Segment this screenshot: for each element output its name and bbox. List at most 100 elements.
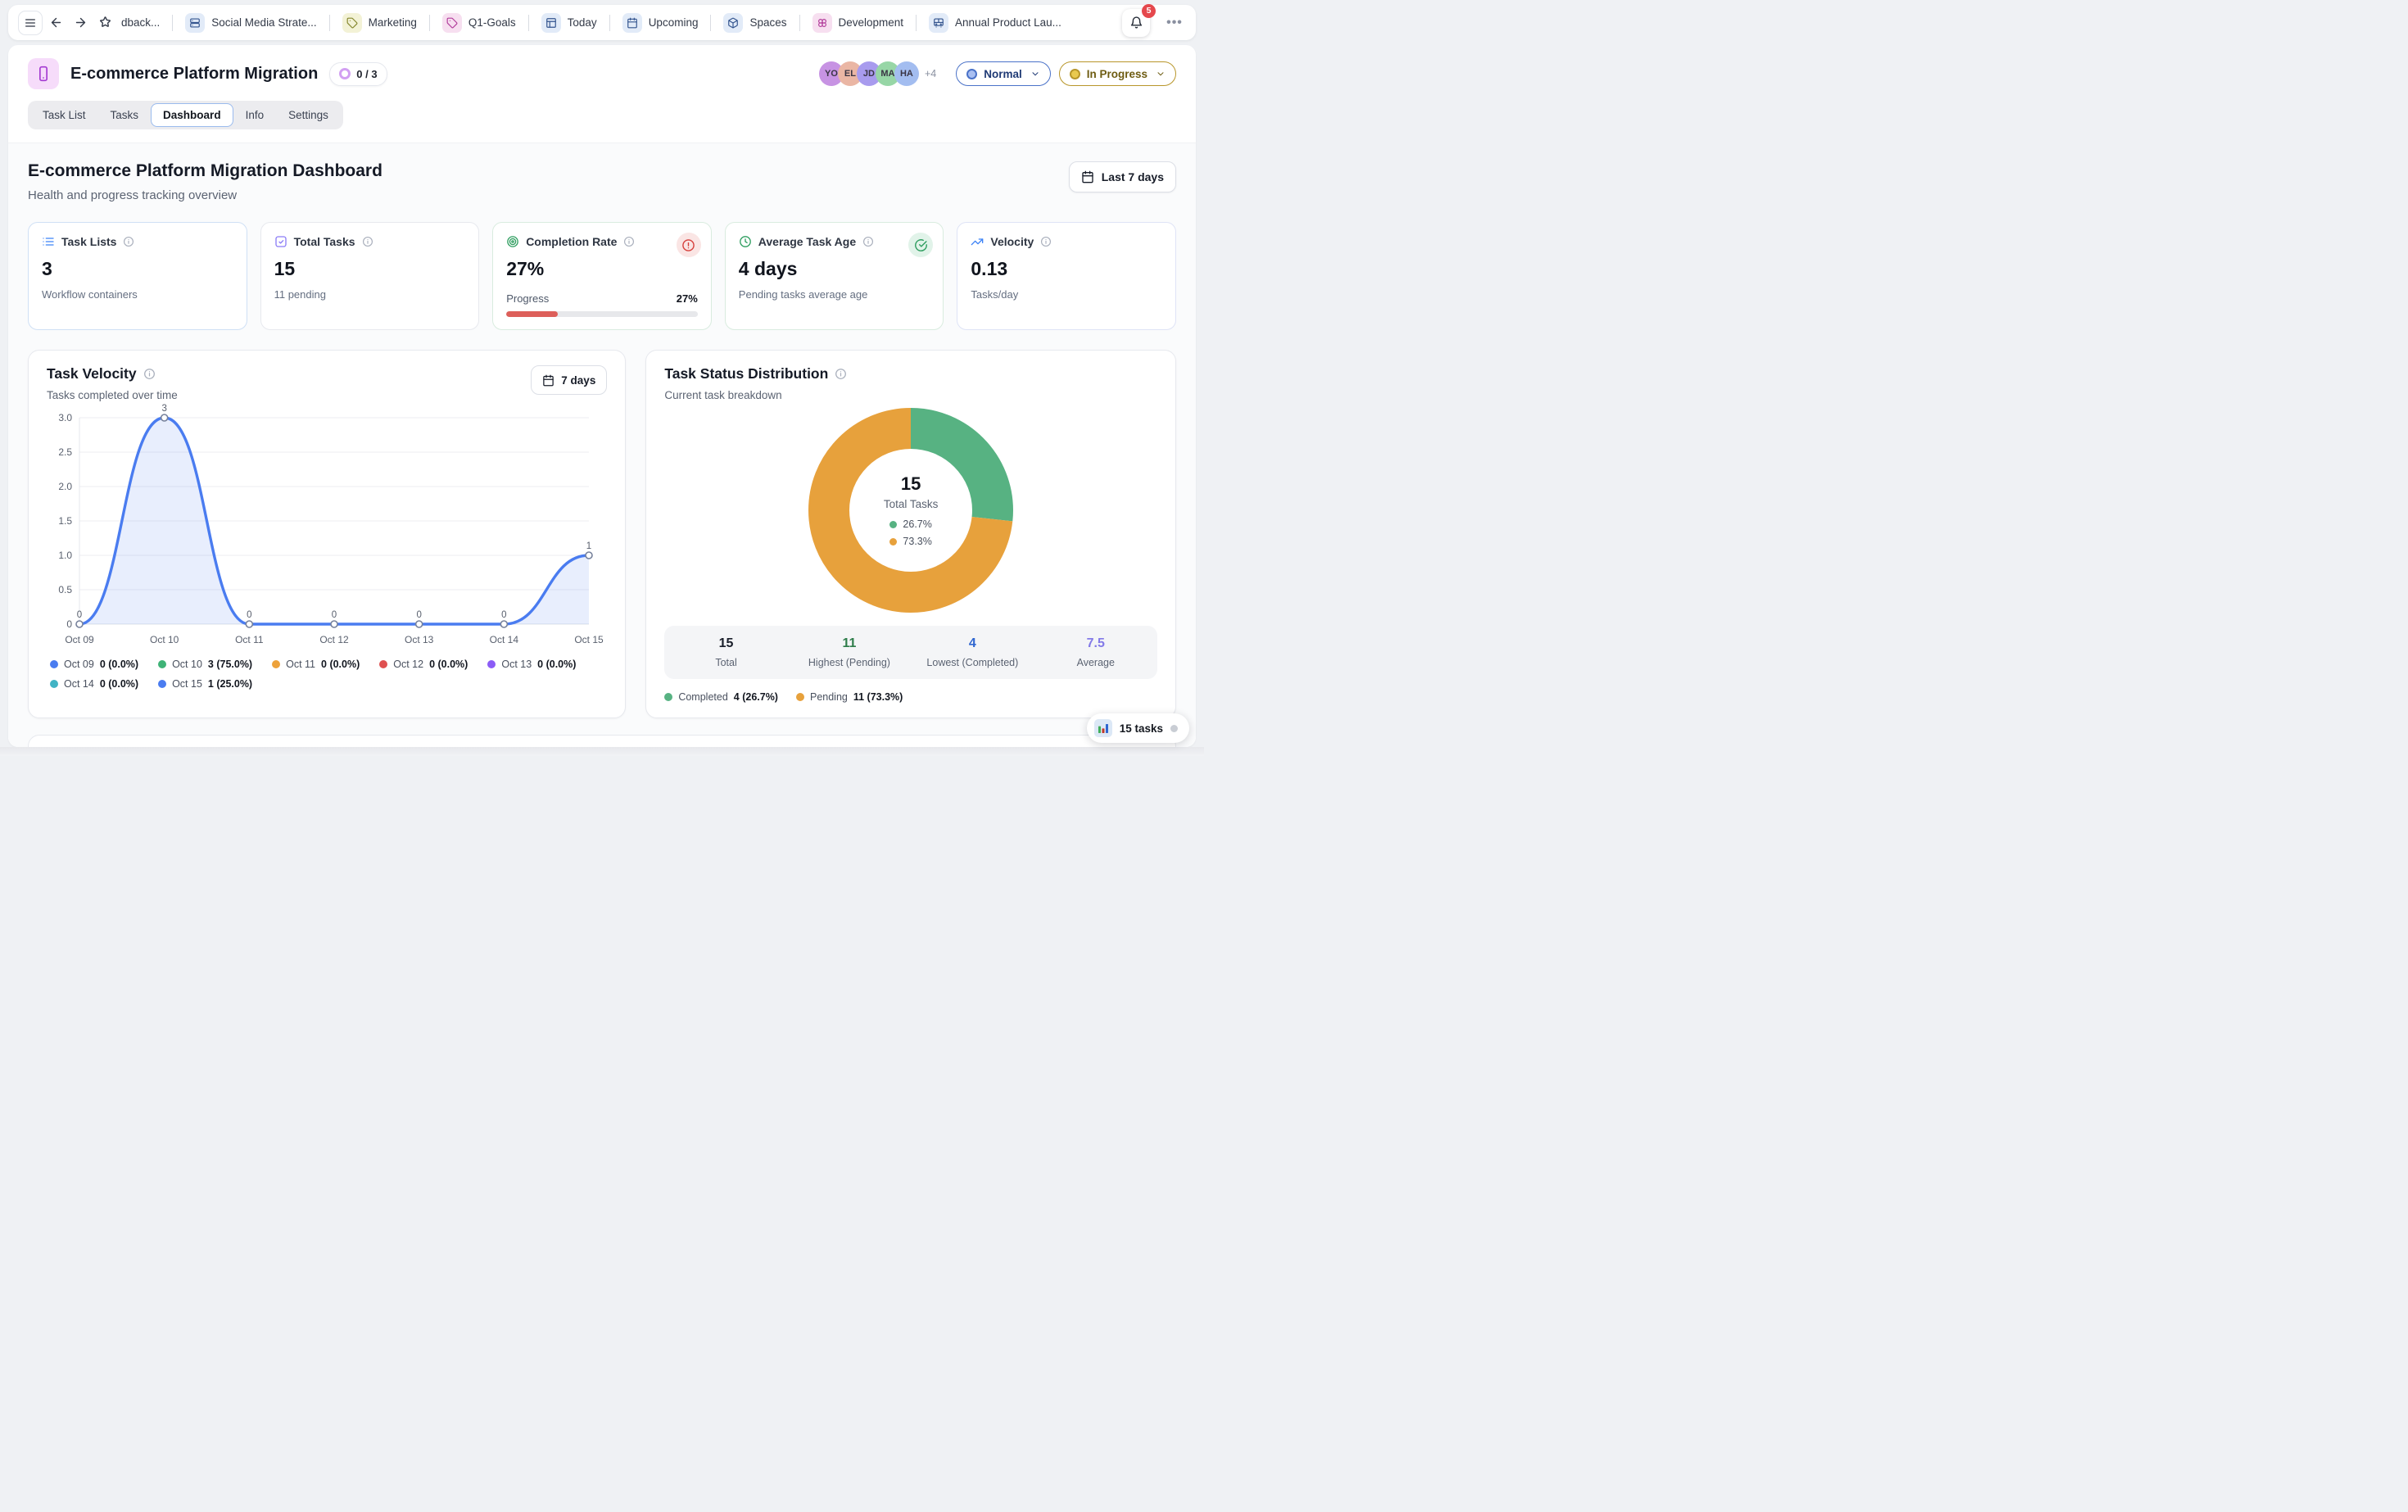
tab-label: Development [838, 16, 904, 29]
tab-label: Upcoming [648, 16, 699, 29]
donut-svg [808, 408, 1014, 613]
distribution-stats-strip: 15 Total 11 Highest (Pending) 4 Lowest (… [664, 626, 1157, 679]
tab-label: dback... [121, 16, 161, 29]
tag-icon [342, 12, 362, 33]
progress-ring-icon [339, 68, 351, 79]
tab-annual-product-launch[interactable]: Annual Product Lau... [926, 12, 1065, 33]
legend-dot-icon [158, 660, 167, 668]
tab-development[interactable]: Development [809, 12, 908, 33]
svg-text:Oct 09: Oct 09 [65, 634, 94, 645]
dist-stat-lowest: 4 Lowest (Completed) [926, 636, 1019, 668]
more-options-button[interactable]: ••• [1163, 11, 1186, 34]
calendar-icon [1081, 170, 1094, 183]
svg-text:Oct 14: Oct 14 [490, 634, 519, 645]
status-dropdown[interactable]: In Progress [1058, 61, 1176, 86]
tab-today[interactable]: Today [538, 12, 600, 33]
target-icon [506, 235, 519, 248]
priority-label: Normal [984, 67, 1022, 80]
menu-button[interactable] [18, 10, 43, 35]
back-button[interactable] [44, 11, 67, 34]
info-icon[interactable] [835, 368, 847, 380]
dashboard-title: E-commerce Platform Migration Dashboard [28, 161, 382, 180]
svg-text:Oct 11: Oct 11 [235, 634, 264, 645]
legend-dot-icon [795, 693, 804, 701]
arrow-right-icon [74, 16, 88, 29]
tab-tasks[interactable]: Tasks [110, 109, 139, 121]
tab-truncated[interactable]: dback... [118, 16, 163, 29]
svg-text:Oct 10: Oct 10 [150, 634, 179, 645]
task-status-distribution-card: Task Status Distribution Current task br… [645, 350, 1176, 718]
info-icon[interactable] [1040, 236, 1052, 247]
stat-subtitle: Tasks/day [971, 288, 1019, 301]
tab-upcoming[interactable]: Upcoming [619, 12, 702, 33]
avatar[interactable]: HA [894, 61, 919, 86]
hamburger-icon [24, 16, 37, 29]
bar-chart-icon [1093, 719, 1112, 737]
bus-icon [929, 12, 949, 33]
legend-item: Oct 14 0 (0.0%) [50, 678, 138, 690]
clock-icon [739, 235, 752, 248]
avatar-overflow-count[interactable]: +4 [924, 68, 937, 79]
page-title: E-commerce Platform Migration [70, 64, 319, 83]
tab-marketing[interactable]: Marketing [339, 12, 420, 33]
box-icon [723, 12, 744, 33]
notifications-button[interactable]: 5 [1122, 3, 1156, 37]
stat-value: 15 [274, 258, 296, 279]
checkbox-icon [274, 235, 287, 248]
chart-title: Task Status Distribution [664, 365, 829, 382]
forward-button[interactable] [69, 11, 92, 34]
date-range-button[interactable]: Last 7 days [1068, 161, 1176, 192]
tasks-counter-pill[interactable]: 15 tasks [1086, 713, 1189, 743]
tab-info[interactable]: Info [245, 109, 265, 121]
svg-text:0: 0 [247, 610, 251, 620]
trending-up-icon [971, 235, 984, 248]
dashboard-section: E-commerce Platform Migration Dashboard … [8, 143, 1196, 747]
separator [710, 14, 712, 31]
chart-range-button[interactable]: 7 days [531, 365, 608, 395]
progress-pill[interactable]: 0 / 3 [329, 61, 387, 86]
tab-spaces[interactable]: Spaces [720, 12, 790, 33]
info-icon[interactable] [623, 236, 635, 247]
project-icon [28, 58, 59, 89]
notification-badge: 5 [1142, 3, 1156, 18]
tab-task-list[interactable]: Task List [43, 109, 86, 121]
velocity-line-chart: 0 0.5 1.0 1.5 2.0 2.5 3.0 Oct 09 Oct 10 Oct 11 Oct… [58, 404, 604, 645]
separator [609, 14, 610, 31]
tab-dashboard[interactable]: Dashboard [151, 103, 233, 127]
info-icon[interactable] [862, 236, 874, 247]
tab-social-media-strategy[interactable]: Social Media Strate... [182, 12, 319, 33]
separator [799, 14, 800, 31]
alert-circle-icon [681, 238, 695, 252]
legend-item: Oct 13 0 (0.0%) [487, 659, 576, 670]
separator [328, 14, 330, 31]
favorite-button[interactable] [93, 11, 116, 34]
dashboard-subtitle: Health and progress tracking overview [28, 188, 238, 202]
ellipsis-icon: ••• [1166, 15, 1183, 29]
tab-q1-goals[interactable]: Q1-Goals [439, 12, 519, 33]
status-donut-chart: 15 Total Tasks 26.7% 73.3% [664, 408, 1157, 613]
info-icon[interactable] [123, 236, 134, 247]
date-range-label: Last 7 days [1101, 170, 1164, 183]
priority-dropdown[interactable]: Normal [956, 61, 1051, 86]
svg-text:1.0: 1.0 [58, 550, 72, 561]
chart-range-label: 7 days [561, 373, 596, 387]
stat-value: 27% [506, 258, 545, 279]
svg-text:Oct 13: Oct 13 [405, 634, 434, 645]
svg-text:3: 3 [161, 404, 166, 414]
avatar[interactable]: JD [856, 61, 881, 86]
stat-card-total-tasks: Total Tasks 15 11 pending [260, 222, 480, 330]
chart-subtitle: Tasks completed over time [47, 389, 178, 401]
info-icon[interactable] [143, 368, 156, 380]
legend-item: Oct 11 0 (0.0%) [272, 659, 360, 670]
svg-text:0: 0 [332, 610, 337, 620]
tab-label: Q1-Goals [468, 16, 516, 29]
distribution-legend: Completed 4 (26.7%) Pending 11 (73.3%) [664, 691, 1157, 703]
alert-status-bubble [676, 233, 701, 257]
progress-label: Progress [506, 292, 550, 305]
table-icon [541, 12, 561, 33]
stat-label: Completion Rate [526, 235, 618, 248]
tab-settings[interactable]: Settings [288, 109, 328, 121]
bottom-edge-band [0, 747, 1204, 756]
info-icon[interactable] [362, 236, 373, 247]
stat-label: Average Task Age [758, 235, 857, 248]
